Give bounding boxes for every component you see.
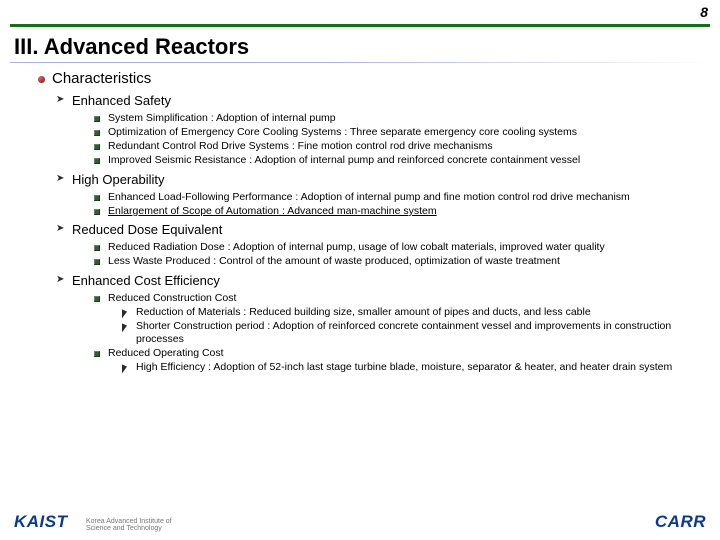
kaist-subtext: Korea Advanced Institute of Science and …: [86, 518, 172, 532]
lvl3-item: System Simplification : Adoption of inte…: [38, 112, 706, 125]
page-number: 8: [700, 4, 708, 20]
carr-logo: CARR: [655, 512, 706, 532]
footer: KAIST Korea Advanced Institute of Scienc…: [14, 508, 706, 534]
content-area: Characteristics Enhanced Safety System Si…: [38, 70, 706, 376]
slide-title: III. Advanced Reactors: [14, 34, 249, 60]
lvl3-item: Optimization of Emergency Core Cooling S…: [38, 126, 706, 139]
lvl4-item: Shorter Construction period : Adoption o…: [38, 320, 706, 346]
lvl3-item: Reduced Construction Cost: [38, 292, 706, 305]
lvl4-item: Reduction of Materials : Reduced buildin…: [38, 306, 706, 319]
lvl3-item: Enlargement of Scope of Automation : Adv…: [38, 205, 706, 218]
lvl2-heading: High Operability: [38, 172, 706, 188]
kaist-logo: KAIST: [14, 512, 68, 532]
title-underline: [10, 62, 710, 63]
lvl4-item: High Efficiency : Adoption of 52-inch la…: [38, 361, 706, 374]
lvl3-item: Enhanced Load-Following Performance : Ad…: [38, 191, 706, 204]
lvl1-heading: Characteristics: [38, 70, 706, 89]
lvl3-item: Reduced Radiation Dose : Adoption of int…: [38, 241, 706, 254]
lvl3-item: Redundant Control Rod Drive Systems : Fi…: [38, 140, 706, 153]
lvl2-heading: Reduced Dose Equivalent: [38, 222, 706, 238]
lvl3-item: Less Waste Produced : Control of the amo…: [38, 255, 706, 268]
top-rule: [10, 24, 710, 27]
lvl2-heading: Enhanced Safety: [38, 93, 706, 109]
lvl3-item: Reduced Operating Cost: [38, 347, 706, 360]
lvl3-item: Improved Seismic Resistance : Adoption o…: [38, 154, 706, 167]
lvl2-heading: Enhanced Cost Efficiency: [38, 273, 706, 289]
